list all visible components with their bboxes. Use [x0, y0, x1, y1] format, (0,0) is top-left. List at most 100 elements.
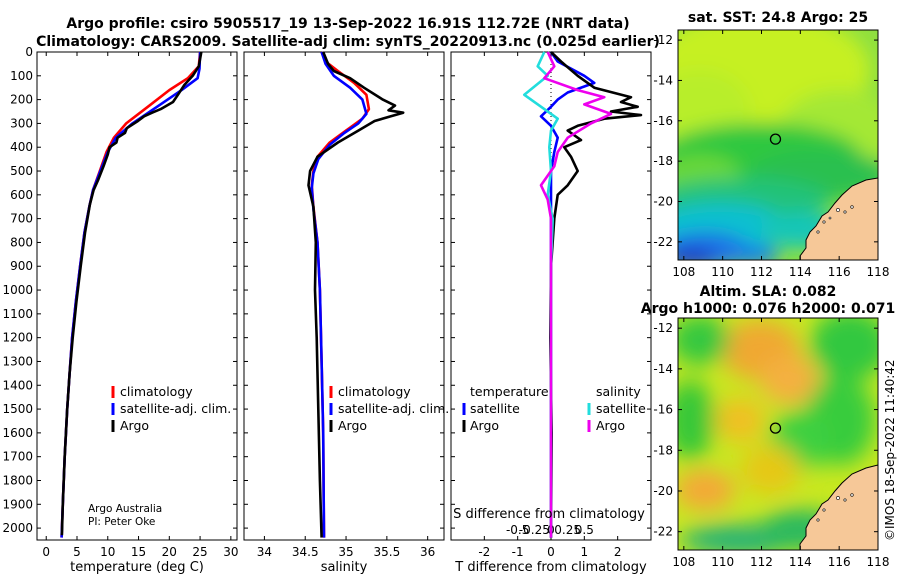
salinity-legend: climatology satellite-adj. clim. Argo — [329, 384, 449, 433]
x-tick-label: 108 — [672, 555, 695, 569]
x-tick-label: 110 — [711, 265, 734, 279]
difference-legend: temperature satellite Argo salinity sate… — [462, 384, 646, 433]
sst-islands — [816, 205, 854, 234]
x-tick-label: 108 — [672, 265, 695, 279]
y-tick-label: 1000 — [2, 283, 33, 297]
credit-line-2: PI: Peter Oke — [88, 516, 155, 528]
argo-location-marker — [769, 133, 782, 145]
legend-label-s-argo: Argo — [596, 418, 625, 433]
sla-map-title: Altim. SLA: 0.082 — [700, 284, 837, 300]
y-tick-label: 1600 — [2, 426, 33, 440]
x-tick-label: 1 — [581, 545, 589, 559]
legend-label-argo: Argo — [338, 418, 367, 433]
y-tick-label: 600 — [10, 188, 33, 202]
y-tick-label: 800 — [10, 235, 33, 249]
x-tick-label: 114 — [789, 555, 812, 569]
x-tick-label: 118 — [867, 555, 890, 569]
x-tick-label: 36 — [420, 545, 435, 559]
x-tick-label: 20 — [162, 545, 177, 559]
legend-label-s-satellite: satellite — [596, 401, 646, 416]
x-tick-label: 30 — [223, 545, 238, 559]
x-tick-label: 5 — [73, 545, 81, 559]
x-tick-label: 116 — [828, 265, 851, 279]
s-diff-tick-label: 0.5 — [575, 523, 594, 537]
x-tick-label: 110 — [711, 555, 734, 569]
y-tick-label: -12 — [653, 33, 673, 47]
temperature-xlabel: temperature (deg C) — [70, 560, 204, 575]
x-tick-label: 112 — [750, 265, 773, 279]
sst-map-title: sat. SST: 24.8 Argo: 25 — [688, 10, 868, 26]
y-tick-label: 300 — [10, 116, 33, 130]
y-tick-label: -22 — [653, 235, 673, 249]
y-tick-label: 100 — [10, 69, 33, 83]
temperature-plot: 0100200300400500600700800900100011001200… — [2, 45, 238, 559]
x-tick-label: 34 — [257, 545, 272, 559]
legend-label-satellite-adj: satellite-adj. clim. — [338, 401, 449, 416]
main-title-line-2: Climatology: CARS2009. Satellite-adj cli… — [36, 34, 660, 50]
y-tick-label: -16 — [653, 403, 673, 417]
x-tick-label: 10 — [100, 545, 115, 559]
series-t-argo — [548, 51, 643, 538]
sst_map-axes: 108 110 112 114 116 118 -12 -14 -16 -18 -20 -22 — [653, 30, 889, 279]
legend-label-climatology: climatology — [120, 384, 193, 399]
difference-xlabel: T difference from climatology — [454, 560, 647, 575]
legend-heading-salinity: salinity — [596, 384, 641, 399]
y-tick-label: -18 — [653, 154, 673, 168]
sla-islands — [816, 493, 854, 522]
credit-line-1: Argo Australia — [88, 503, 162, 515]
temperature-legend: climatology satellite-adj. clim. Argo — [111, 384, 231, 433]
argo-location-marker — [769, 422, 782, 434]
y-tick-label: 0 — [25, 45, 33, 59]
legend-label-t-argo: Argo — [470, 418, 499, 433]
y-tick-label: 900 — [10, 259, 33, 273]
y-tick-label: 1200 — [2, 331, 33, 345]
y-tick-label: 1400 — [2, 378, 33, 392]
x-tick-label: 25 — [192, 545, 207, 559]
y-tick-label: 2000 — [2, 521, 33, 535]
x-tick-label: 112 — [750, 555, 773, 569]
legend-label-climatology: climatology — [338, 384, 411, 399]
x-tick-label: 118 — [867, 265, 890, 279]
series-s-argo — [539, 51, 613, 538]
temperature-axes — [36, 51, 238, 541]
y-tick-label: 400 — [10, 140, 33, 154]
salinity-plot: 34 34.5 35 35.5 36 — [244, 51, 444, 559]
sst-map-image — [678, 30, 878, 260]
s-difference-label: S difference from climatology — [453, 507, 645, 522]
y-tick-label: 200 — [10, 93, 33, 107]
y-tick-label: -14 — [653, 73, 673, 87]
s-diff-tick-label: -0.25 — [519, 523, 550, 537]
sla-map-subtitle: Argo h1000: 0.076 h2000: 0.071 — [641, 301, 896, 317]
y-tick-label: -14 — [653, 362, 673, 376]
y-tick-label: 1500 — [2, 402, 33, 416]
y-tick-label: 700 — [10, 212, 33, 226]
x-tick-label: 116 — [828, 555, 851, 569]
y-tick-label: 1800 — [2, 473, 33, 487]
legend-label-argo: Argo — [120, 418, 149, 433]
legend-label-satellite-adj: satellite-adj. clim. — [120, 401, 231, 416]
difference-plot: -2 -1 0 1 2-0.5-0.250 0.250.5 — [451, 51, 651, 559]
salinity-axes — [243, 51, 445, 541]
x-tick-label: 35 — [338, 545, 353, 559]
y-tick-label: 1300 — [2, 354, 33, 368]
sla-map-frame — [677, 317, 879, 551]
y-tick-label: 1700 — [2, 450, 33, 464]
y-tick-label: -18 — [653, 443, 673, 457]
y-tick-label: -20 — [653, 194, 673, 208]
x-tick-label: 0 — [42, 545, 50, 559]
y-tick-label: -12 — [653, 321, 673, 335]
x-tick-label: 0 — [547, 545, 555, 559]
y-tick-label: 1900 — [2, 497, 33, 511]
s-diff-tick-label: -0.5 — [506, 523, 529, 537]
sla-map-image — [678, 318, 878, 550]
watermark: ©IMOS 18-Sep-2022 11:40:42 — [883, 359, 897, 541]
y-tick-label: 1100 — [2, 307, 33, 321]
sla_map-axes: 108 110 112 114 116 118 -12 -14 -16 -18 -20 -22 — [653, 318, 889, 569]
series-argo — [60, 51, 203, 536]
x-tick-label: 15 — [131, 545, 146, 559]
x-tick-label: -1 — [512, 545, 524, 559]
y-tick-label: -20 — [653, 484, 673, 498]
y-tick-label: 500 — [10, 164, 33, 178]
s-diff-tick-label: 0.25 — [554, 523, 581, 537]
